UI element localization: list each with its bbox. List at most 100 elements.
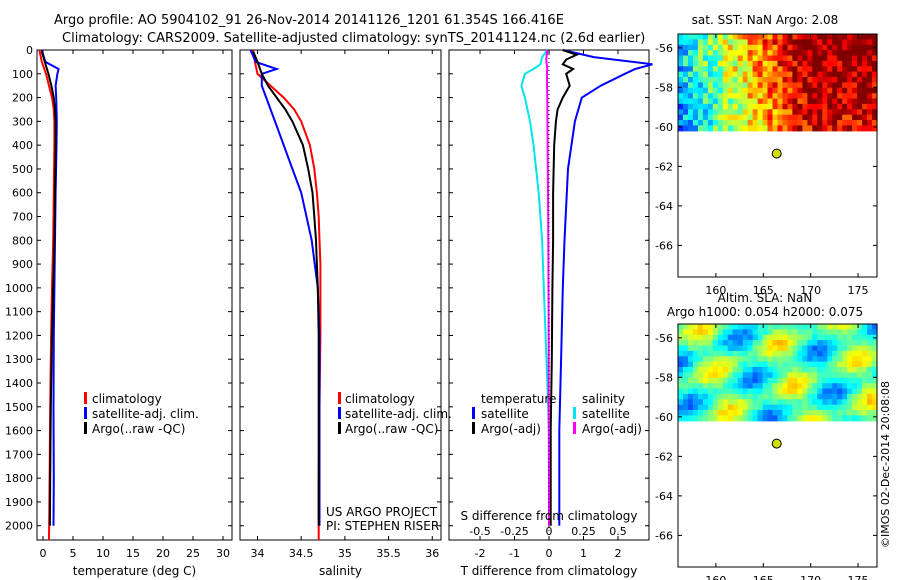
map-cell (717, 34, 724, 40)
map-cell (797, 393, 803, 400)
map-cell (847, 103, 853, 110)
map-cell (737, 87, 744, 94)
map-cell (678, 98, 684, 105)
map-cell (862, 50, 868, 57)
map-cell (712, 71, 719, 78)
map-cell (802, 410, 808, 416)
map-cell (732, 367, 739, 373)
map-cell (697, 93, 704, 100)
map-cell (722, 44, 729, 51)
map-cell (862, 120, 868, 126)
map-cell (852, 98, 858, 105)
map-cell (752, 114, 759, 121)
map-cell (787, 109, 794, 116)
map-cell (792, 329, 798, 336)
map-cell (842, 109, 848, 116)
map-cell (807, 103, 813, 110)
map-cell (852, 71, 858, 78)
map-cell (762, 44, 769, 51)
map-cell (857, 125, 863, 132)
map-cell (862, 324, 868, 330)
map-cell (837, 39, 843, 46)
map-cell (717, 329, 724, 336)
map-cell (792, 340, 798, 347)
map-cell (678, 404, 684, 411)
map-cell (872, 50, 878, 57)
map-cell (692, 415, 699, 422)
map-cell (772, 377, 779, 384)
y-tick-label: 0 (26, 44, 33, 57)
map-cell (827, 55, 833, 62)
map-cell (732, 87, 739, 94)
map-cell (683, 120, 689, 126)
map-cell (762, 109, 769, 116)
map-cell (852, 399, 858, 406)
map-cell (867, 415, 873, 422)
map-cell (772, 340, 779, 347)
legend-satellite-label: satellite-adj. clim. (92, 407, 199, 421)
map-cell (832, 350, 838, 357)
map-cell (697, 415, 704, 422)
map-cell (832, 71, 838, 78)
map-cell (842, 399, 848, 406)
map-cell (752, 109, 759, 116)
map-cell (717, 39, 724, 46)
map-cell (847, 350, 853, 357)
y-tick-label: 1500 (5, 401, 33, 414)
map-cell (678, 60, 684, 67)
map-cell (697, 71, 704, 78)
map-cell (757, 114, 764, 121)
map-cell (692, 82, 699, 89)
map-cell (762, 120, 769, 126)
map-cell (688, 87, 694, 94)
map-cell (792, 93, 798, 100)
map-cell (752, 404, 759, 411)
x-tick-label: 34.5 (289, 547, 314, 560)
map-cell (792, 34, 798, 40)
map-cell (862, 66, 868, 73)
map-cell (678, 383, 684, 390)
map-cell (742, 103, 749, 110)
map-cell (678, 77, 684, 83)
map-cell (717, 361, 724, 368)
map-cell (757, 87, 764, 94)
map-cell (867, 98, 873, 105)
map-cell (857, 71, 863, 78)
map-cell (762, 350, 769, 357)
map-cell (702, 71, 709, 78)
map-cell (777, 44, 784, 51)
map-cell (847, 415, 853, 422)
map-cell (767, 334, 774, 341)
map-cell (792, 66, 798, 73)
map-cell (832, 377, 838, 384)
map-cell (707, 39, 714, 46)
map-cell (767, 66, 774, 73)
x2-tick-label: 0.25 (571, 525, 596, 538)
map-cell (737, 103, 744, 110)
map-cell (747, 44, 754, 51)
map-cell (762, 50, 769, 57)
map-cell (772, 93, 779, 100)
y-tick-label: 300 (12, 115, 33, 128)
map-cell (688, 404, 694, 411)
map-cell (702, 372, 709, 379)
map-cell (722, 60, 729, 67)
temperature-panel: 0100200300400500600700800900100011001200… (5, 44, 233, 578)
map-cell (767, 39, 774, 46)
map-cell (822, 415, 828, 422)
map-cell (872, 120, 878, 126)
map-cell (867, 329, 873, 336)
map-cell (707, 329, 714, 336)
map-cell (857, 399, 863, 406)
legend-t-argo-swatch (472, 422, 475, 434)
map-cell (782, 393, 789, 400)
map-cell (857, 393, 863, 400)
map-cell (712, 410, 719, 416)
map-cell (772, 120, 779, 126)
map-cell (827, 415, 833, 422)
lat-tick-label: -64 (655, 490, 673, 503)
map-cell (852, 410, 858, 416)
map-cell (688, 410, 694, 416)
legend-satellite-swatch (338, 407, 341, 419)
legend-satellite-label: satellite-adj. clim. (345, 407, 452, 421)
